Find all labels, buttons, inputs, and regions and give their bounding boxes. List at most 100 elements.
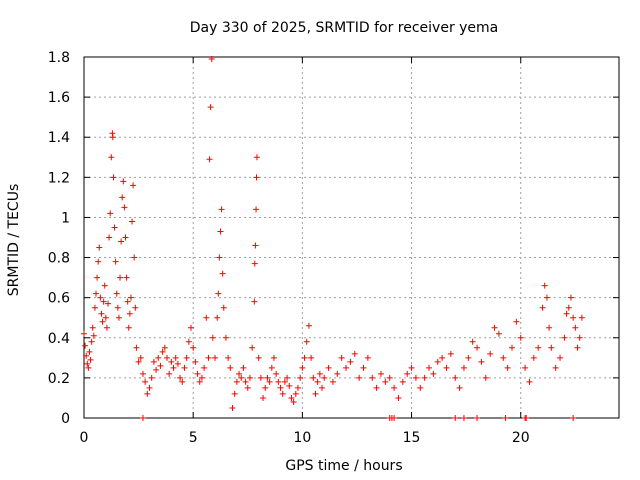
data-point [404, 370, 411, 377]
data-point [126, 310, 133, 317]
data-point [185, 338, 192, 345]
data-point [364, 354, 371, 361]
data-point [469, 338, 476, 345]
data-point [196, 378, 203, 385]
data-point [260, 394, 267, 401]
x-tick-label: 5 [189, 430, 198, 446]
data-point [133, 344, 140, 351]
data-point [279, 390, 286, 397]
data-point [513, 318, 520, 325]
x-tick-label: 20 [512, 430, 530, 446]
data-point [174, 360, 181, 367]
data-point [179, 378, 186, 385]
data-point [251, 260, 258, 267]
y-axis-label: SRMTID / TECUs [6, 184, 22, 297]
data-point [107, 210, 114, 217]
data-point [110, 174, 117, 181]
data-point [157, 362, 164, 369]
y-tick-label: 0 [61, 411, 70, 427]
data-point [391, 384, 398, 391]
data-point [452, 415, 459, 421]
data-point [561, 334, 568, 341]
data-point [119, 194, 126, 201]
data-point [319, 384, 326, 391]
data-point [192, 358, 199, 365]
data-point [548, 344, 555, 351]
data-point [465, 354, 472, 361]
data-point [373, 384, 380, 391]
data-point [95, 258, 102, 265]
data-point [316, 370, 323, 377]
data-point [122, 234, 129, 241]
y-tick-label: 0.2 [48, 371, 70, 387]
data-point [91, 304, 98, 311]
data-point [90, 332, 97, 339]
data-point [125, 324, 132, 331]
data-point [217, 228, 224, 235]
data-point [168, 358, 175, 365]
data-point [460, 364, 467, 371]
data-point [181, 364, 188, 371]
data-point [229, 404, 236, 411]
data-point [565, 304, 572, 311]
data-point [308, 354, 315, 361]
data-point [238, 374, 245, 381]
data-point [135, 358, 142, 365]
data-point [81, 330, 87, 337]
data-point [93, 290, 100, 297]
data-point [491, 324, 498, 331]
data-point [253, 154, 260, 161]
data-point [102, 314, 109, 321]
data-point [452, 374, 459, 381]
data-point [172, 354, 179, 361]
data-point [120, 178, 127, 185]
data-point [301, 354, 308, 361]
data-point [412, 374, 419, 381]
data-point [216, 254, 223, 261]
data-point [305, 322, 312, 329]
data-point [130, 182, 137, 189]
y-tick-label: 0.4 [48, 331, 70, 347]
data-point [338, 354, 345, 361]
data-point [281, 378, 288, 385]
data-point [543, 294, 550, 301]
y-tick-label: 1 [61, 210, 70, 226]
data-point [386, 374, 393, 381]
data-point [84, 360, 91, 367]
data-point [219, 270, 226, 277]
data-point [325, 364, 332, 371]
data-point [87, 356, 94, 363]
data-point [114, 304, 121, 311]
data-point [206, 156, 213, 163]
data-point [89, 324, 96, 331]
data-point [382, 378, 389, 385]
data-point [391, 415, 398, 421]
data-point [124, 298, 131, 305]
data-point [277, 384, 284, 391]
data-point [233, 378, 240, 385]
data-point [299, 364, 306, 371]
data-point [502, 415, 509, 421]
data-point [567, 294, 574, 301]
data-point [447, 350, 454, 357]
data-point [150, 358, 157, 365]
data-point [144, 390, 151, 397]
data-point [111, 224, 118, 231]
data-point [112, 258, 119, 265]
data-point [101, 282, 108, 289]
grid-lines [84, 57, 619, 418]
data-point [356, 374, 363, 381]
data-point [198, 374, 205, 381]
x-tick-label: 0 [80, 430, 89, 446]
data-point [297, 374, 304, 381]
data-point [249, 344, 256, 351]
data-point [474, 344, 481, 351]
data-point [482, 374, 489, 381]
data-point [266, 378, 273, 385]
data-point [546, 324, 553, 331]
data-point [105, 300, 112, 307]
y-tick-label: 1.2 [48, 170, 70, 186]
data-point [504, 364, 511, 371]
data-point [288, 394, 295, 401]
